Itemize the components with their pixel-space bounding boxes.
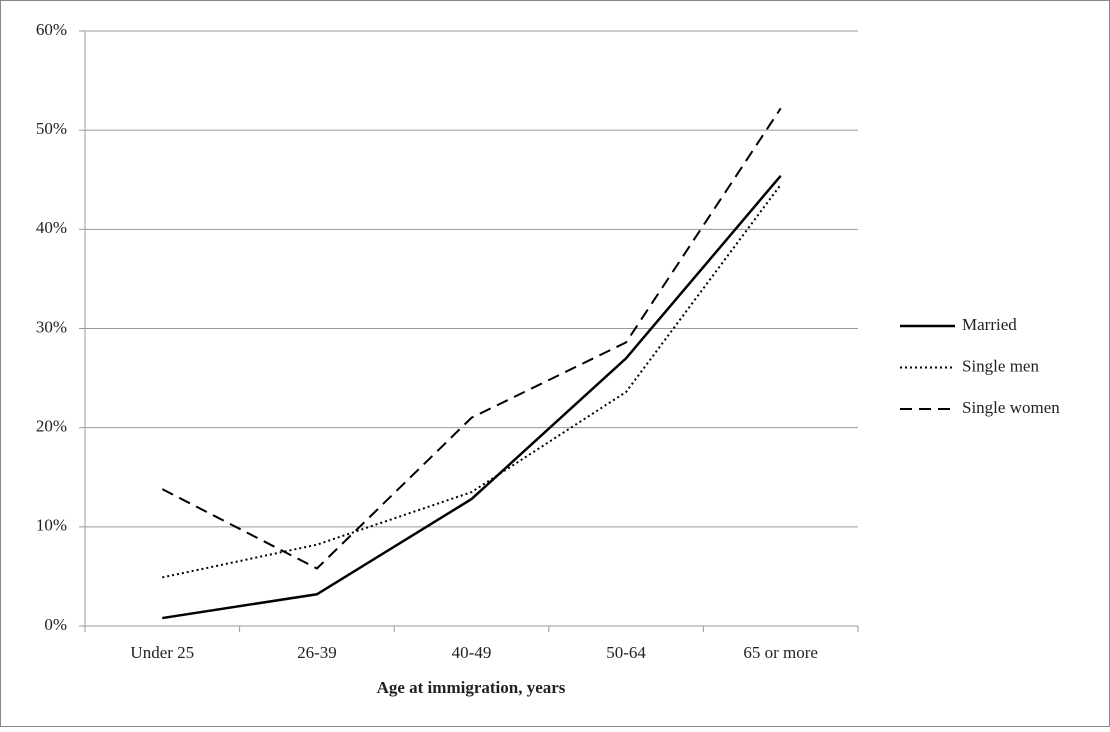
series-line bbox=[162, 184, 782, 579]
y-tick-label: 40% bbox=[36, 218, 67, 237]
series-line bbox=[161, 107, 782, 570]
y-tick-label: 20% bbox=[36, 417, 67, 436]
y-tick-label: 10% bbox=[36, 516, 67, 535]
x-tick-label: Under 25 bbox=[130, 643, 194, 662]
y-tick-label: 50% bbox=[36, 119, 67, 138]
y-tick-label: 60% bbox=[36, 20, 67, 39]
legend-label: Married bbox=[962, 315, 1017, 334]
legend-label: Single women bbox=[962, 398, 1060, 417]
x-tick-label: 26-39 bbox=[297, 643, 337, 662]
legend-label: Single men bbox=[962, 356, 1039, 375]
x-tick-label: 50-64 bbox=[606, 643, 646, 662]
series-line bbox=[162, 174, 782, 620]
x-tick-label: 65 or more bbox=[743, 643, 818, 662]
x-axis-label: Age at immigration, years bbox=[377, 678, 566, 697]
y-tick-label: 30% bbox=[36, 317, 67, 336]
y-tick-label: 0% bbox=[44, 615, 67, 634]
x-tick-label: 40-49 bbox=[452, 643, 492, 662]
